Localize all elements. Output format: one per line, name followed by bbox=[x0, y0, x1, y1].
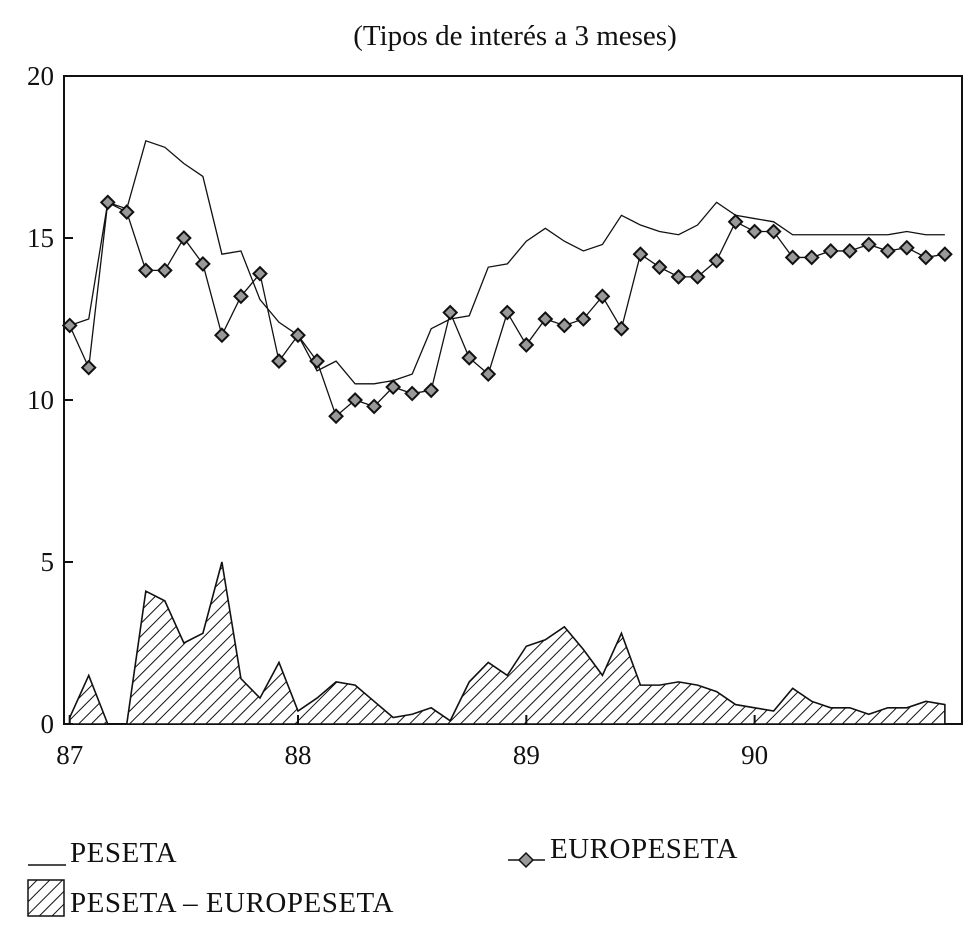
europeseta-marker bbox=[784, 249, 801, 266]
europeseta-marker bbox=[670, 268, 687, 285]
europeseta-marker bbox=[118, 204, 135, 220]
europeseta-marker bbox=[708, 252, 725, 269]
europeseta-marker bbox=[860, 236, 877, 253]
europeseta-marker bbox=[727, 213, 744, 230]
europeseta-marker bbox=[423, 382, 440, 399]
y-tick-label: 5 bbox=[41, 547, 55, 577]
legend-label-peseta: PESETA bbox=[70, 837, 177, 869]
europeseta-marker bbox=[879, 243, 896, 259]
europeseta-marker bbox=[271, 353, 287, 370]
europeseta-marker bbox=[233, 288, 249, 305]
legend-swatch-europeseta-marker bbox=[517, 851, 535, 869]
legend-item-europeseta: EUROPESETA bbox=[508, 833, 738, 869]
europeseta-marker bbox=[613, 320, 630, 337]
x-tick-label: 88 bbox=[285, 740, 312, 770]
legend-swatch-hatched bbox=[27, 879, 65, 917]
x-tick-label: 87 bbox=[56, 740, 83, 770]
y-tick-label: 10 bbox=[27, 385, 54, 415]
europeseta-marker bbox=[80, 359, 97, 376]
europeseta-marker bbox=[175, 230, 192, 246]
europeseta-marker bbox=[499, 304, 516, 321]
europeseta-marker bbox=[328, 408, 344, 425]
legend-label-difference: PESETA – EUROPESETA bbox=[70, 887, 394, 919]
europeseta-marker bbox=[385, 379, 402, 395]
europeseta-marker bbox=[137, 262, 154, 279]
chart-title: (Tipos de interés a 3 meses) bbox=[353, 20, 677, 52]
peseta-line bbox=[69, 139, 945, 385]
europeseta-marker bbox=[480, 366, 497, 382]
europeseta-marker bbox=[347, 392, 364, 408]
x-tick-label: 90 bbox=[741, 740, 768, 770]
europeseta-marker bbox=[746, 223, 763, 240]
europeseta-marker bbox=[252, 265, 268, 282]
europeseta-marker bbox=[537, 311, 554, 327]
europeseta-marker bbox=[822, 243, 839, 259]
europeseta-marker bbox=[461, 349, 478, 366]
europeseta-marker bbox=[194, 256, 211, 272]
europeseta-marker bbox=[290, 327, 306, 344]
europeseta-marker bbox=[594, 288, 611, 305]
legend: PESETA EUROPESETA PESETA – EUROPESETA bbox=[27, 833, 738, 919]
x-axis: 87 88 89 90 bbox=[56, 715, 768, 770]
series-marker-layer bbox=[61, 194, 953, 425]
europeseta-marker bbox=[556, 317, 573, 334]
europeseta-marker bbox=[61, 317, 78, 334]
europeseta-marker bbox=[156, 262, 173, 279]
difference-area bbox=[68, 561, 946, 725]
europeseta-marker bbox=[99, 194, 116, 211]
europeseta-marker bbox=[765, 223, 782, 240]
europeseta-marker bbox=[803, 249, 820, 266]
legend-item-difference: PESETA – EUROPESETA bbox=[27, 879, 394, 919]
europeseta-marker bbox=[898, 239, 915, 256]
europeseta-marker bbox=[575, 311, 592, 327]
series-line-layer bbox=[69, 139, 945, 418]
europeseta-marker bbox=[442, 304, 459, 321]
y-tick-label: 20 bbox=[27, 61, 54, 91]
europeseta-marker bbox=[518, 337, 535, 353]
legend-item-peseta: PESETA bbox=[28, 837, 177, 869]
europeseta-marker bbox=[632, 246, 649, 263]
x-tick-label: 89 bbox=[513, 740, 540, 770]
europeseta-marker bbox=[936, 246, 953, 263]
europeseta-marker bbox=[917, 249, 934, 266]
europeseta-marker bbox=[651, 259, 668, 276]
europeseta-marker bbox=[366, 398, 383, 415]
europeseta-marker bbox=[841, 243, 858, 259]
europeseta-marker bbox=[213, 327, 230, 344]
europeseta-marker bbox=[404, 385, 421, 402]
y-tick-label: 0 bbox=[41, 709, 55, 739]
europeseta-marker bbox=[309, 353, 325, 370]
y-tick-label: 15 bbox=[27, 223, 54, 253]
europeseta-marker bbox=[689, 268, 706, 285]
y-axis: 0 5 10 15 20 bbox=[27, 61, 73, 739]
legend-label-europeseta: EUROPESETA bbox=[550, 833, 738, 865]
difference-area-layer bbox=[68, 561, 946, 725]
